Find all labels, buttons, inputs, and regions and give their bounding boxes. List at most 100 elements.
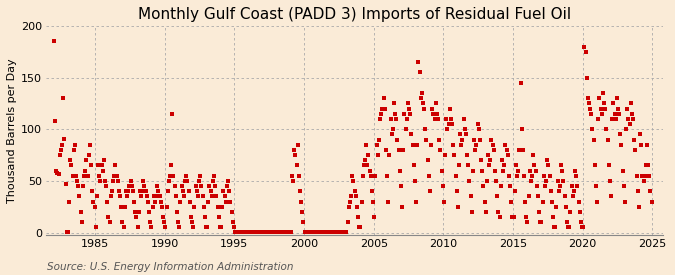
Point bbox=[615, 132, 626, 137]
Point bbox=[406, 132, 416, 137]
Point bbox=[634, 205, 645, 209]
Point bbox=[231, 229, 242, 234]
Point bbox=[140, 189, 151, 193]
Point bbox=[78, 184, 88, 188]
Point bbox=[364, 168, 375, 173]
Point bbox=[620, 199, 630, 204]
Point bbox=[88, 199, 99, 204]
Point bbox=[431, 112, 442, 116]
Point bbox=[186, 215, 196, 219]
Point bbox=[55, 148, 66, 152]
Point bbox=[107, 189, 117, 193]
Point bbox=[500, 142, 511, 147]
Point bbox=[381, 148, 392, 152]
Point bbox=[215, 225, 225, 230]
Point bbox=[571, 174, 582, 178]
Point bbox=[646, 199, 657, 204]
Point bbox=[518, 174, 529, 178]
Point bbox=[167, 112, 178, 116]
Point bbox=[576, 220, 587, 224]
Point bbox=[493, 210, 504, 214]
Point bbox=[96, 163, 107, 167]
Point bbox=[383, 199, 394, 204]
Point bbox=[423, 174, 434, 178]
Point bbox=[534, 210, 545, 214]
Point bbox=[155, 199, 166, 204]
Point bbox=[501, 148, 512, 152]
Point bbox=[429, 117, 440, 121]
Point bbox=[398, 148, 408, 152]
Point bbox=[588, 138, 599, 142]
Point bbox=[213, 215, 224, 219]
Point bbox=[102, 199, 113, 204]
Point bbox=[236, 229, 247, 234]
Point bbox=[137, 189, 148, 193]
Point bbox=[60, 182, 71, 186]
Point bbox=[568, 189, 579, 193]
Point bbox=[360, 158, 371, 163]
Point bbox=[454, 163, 464, 167]
Point bbox=[375, 117, 385, 121]
Point bbox=[84, 142, 95, 147]
Point bbox=[338, 229, 348, 234]
Point bbox=[220, 199, 231, 204]
Point bbox=[305, 229, 316, 234]
Point bbox=[400, 127, 411, 131]
Point bbox=[55, 153, 65, 157]
Point bbox=[321, 229, 332, 234]
Point bbox=[404, 106, 414, 111]
Point bbox=[378, 96, 389, 100]
Point bbox=[259, 229, 269, 234]
Point bbox=[123, 189, 134, 193]
Point bbox=[312, 229, 323, 234]
Point bbox=[319, 229, 330, 234]
Point bbox=[526, 179, 537, 183]
Point bbox=[638, 179, 649, 183]
Point bbox=[53, 172, 64, 176]
Point bbox=[415, 96, 426, 100]
Point bbox=[161, 205, 172, 209]
Point bbox=[472, 122, 483, 126]
Point bbox=[246, 229, 256, 234]
Point bbox=[178, 194, 189, 199]
Point bbox=[605, 179, 616, 183]
Point bbox=[468, 138, 479, 142]
Point bbox=[410, 179, 421, 183]
Point bbox=[562, 220, 572, 224]
Point bbox=[356, 199, 367, 204]
Point bbox=[269, 229, 280, 234]
Point bbox=[196, 184, 207, 188]
Point bbox=[497, 158, 508, 163]
Point bbox=[609, 112, 620, 116]
Point bbox=[391, 117, 402, 121]
Point bbox=[207, 194, 217, 199]
Point bbox=[105, 194, 116, 199]
Point bbox=[270, 229, 281, 234]
Point bbox=[462, 153, 472, 157]
Point bbox=[171, 210, 182, 214]
Point bbox=[389, 101, 400, 106]
Point bbox=[545, 189, 556, 193]
Point bbox=[563, 225, 574, 230]
Point bbox=[336, 229, 347, 234]
Point bbox=[278, 229, 289, 234]
Point bbox=[636, 142, 647, 147]
Point bbox=[191, 189, 202, 193]
Point bbox=[560, 205, 571, 209]
Point bbox=[307, 229, 318, 234]
Point bbox=[623, 117, 634, 121]
Point bbox=[487, 142, 498, 147]
Point bbox=[389, 112, 400, 116]
Point bbox=[304, 229, 315, 234]
Point bbox=[381, 174, 392, 178]
Point bbox=[125, 179, 136, 183]
Point bbox=[385, 117, 396, 121]
Point bbox=[99, 158, 109, 163]
Point bbox=[624, 122, 635, 126]
Point bbox=[234, 229, 245, 234]
Point bbox=[59, 136, 70, 141]
Point bbox=[289, 148, 300, 152]
Point bbox=[585, 106, 595, 111]
Point bbox=[644, 174, 655, 178]
Point bbox=[514, 148, 524, 152]
